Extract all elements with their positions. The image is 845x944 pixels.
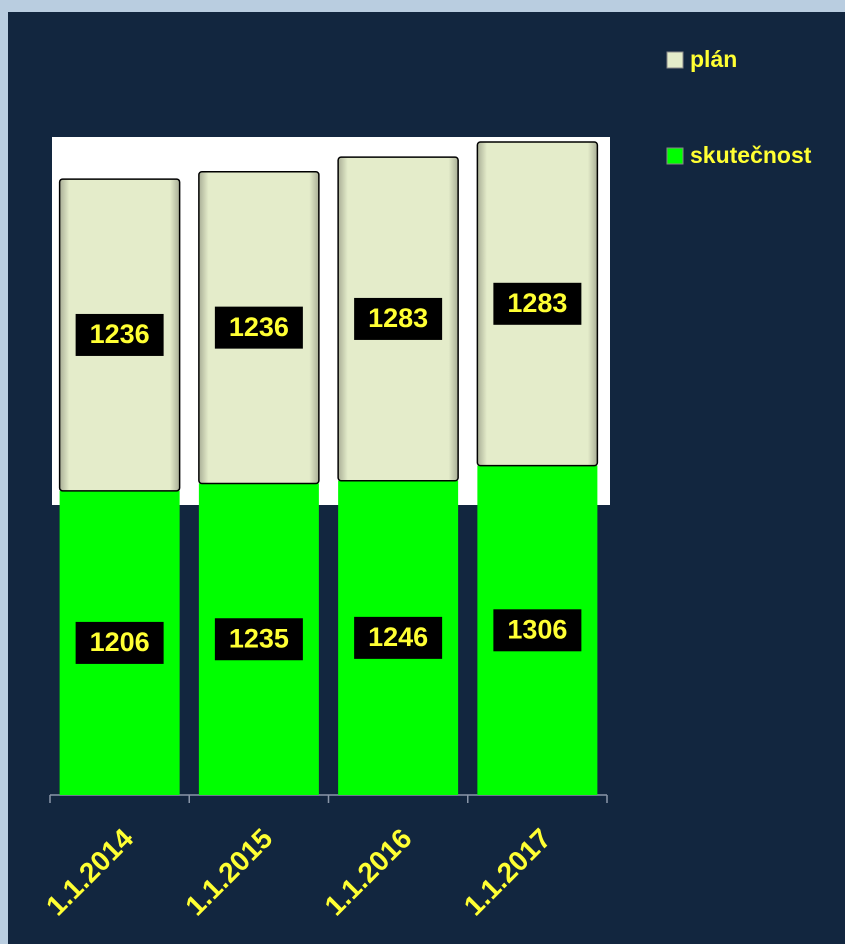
data-label-box bbox=[493, 609, 582, 652]
data-label-box bbox=[354, 616, 443, 659]
data-label-box bbox=[214, 618, 303, 661]
data-label: 1236 bbox=[229, 312, 289, 342]
legend-label: skutečnost bbox=[690, 142, 812, 168]
data-label-box bbox=[75, 313, 164, 356]
data-label: 1306 bbox=[507, 614, 567, 644]
data-label: 1283 bbox=[368, 303, 428, 333]
data-label-box bbox=[75, 621, 164, 664]
data-label-box bbox=[493, 282, 582, 325]
legend-swatch bbox=[666, 51, 684, 69]
data-label: 1206 bbox=[90, 627, 150, 657]
legend-swatch bbox=[666, 147, 684, 165]
data-label: 1236 bbox=[90, 319, 150, 349]
legend-label: plán bbox=[690, 46, 737, 72]
data-label-box bbox=[354, 297, 443, 340]
data-label: 1246 bbox=[368, 622, 428, 652]
data-label: 1283 bbox=[507, 288, 567, 318]
data-label: 1235 bbox=[229, 623, 289, 653]
data-label-box bbox=[214, 306, 303, 349]
